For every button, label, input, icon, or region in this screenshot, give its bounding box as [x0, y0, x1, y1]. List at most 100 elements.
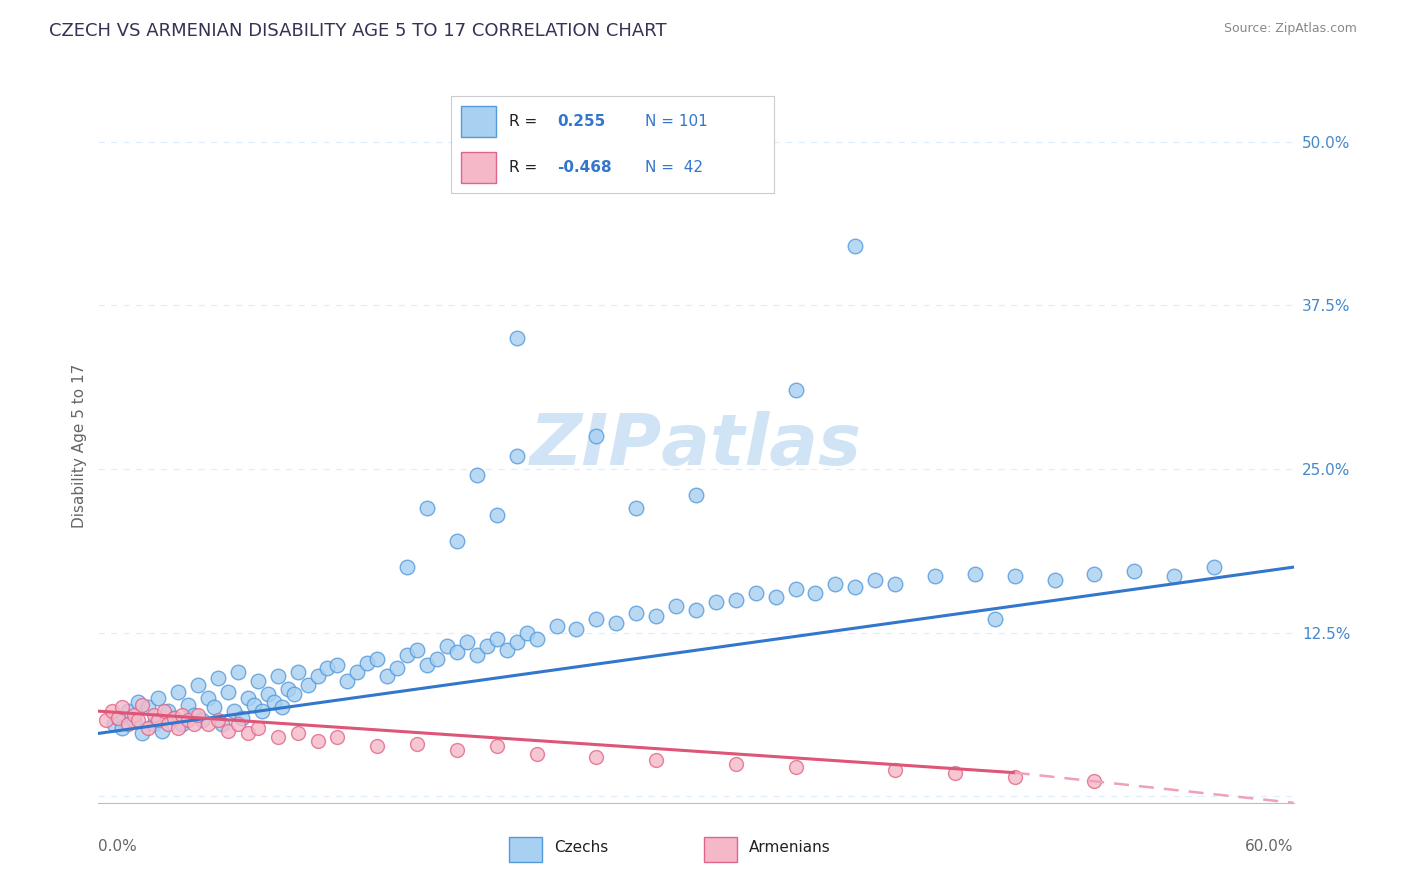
Point: [263, 695, 285, 709]
Point: [446, 533, 468, 548]
Point: [103, 717, 125, 731]
Point: [231, 711, 253, 725]
Point: [1043, 573, 1066, 587]
Point: [143, 708, 166, 723]
Point: [884, 577, 907, 591]
Point: [485, 739, 508, 754]
Point: [1123, 564, 1146, 578]
Point: [183, 708, 205, 723]
Point: [172, 717, 194, 731]
Point: [824, 577, 846, 591]
Point: [984, 612, 1007, 626]
Point: [167, 721, 190, 735]
Point: [765, 591, 787, 605]
Point: [585, 612, 607, 626]
Point: [495, 642, 517, 657]
Point: [585, 750, 607, 764]
Point: [485, 632, 508, 647]
Point: [207, 714, 229, 728]
Point: [685, 603, 707, 617]
Point: [287, 665, 309, 679]
Point: [127, 695, 149, 709]
Point: [96, 714, 118, 728]
Point: [426, 652, 449, 666]
Point: [270, 700, 292, 714]
Text: 0.0%: 0.0%: [98, 839, 138, 855]
Point: [183, 717, 205, 731]
Point: [107, 711, 129, 725]
Point: [191, 714, 214, 728]
Point: [506, 634, 529, 648]
Point: [136, 721, 159, 735]
Point: [456, 634, 478, 648]
Point: [163, 711, 186, 725]
Point: [924, 569, 946, 583]
Point: [211, 717, 233, 731]
Point: [884, 763, 907, 777]
Point: [153, 704, 176, 718]
Point: [136, 700, 159, 714]
Point: [1202, 560, 1225, 574]
Point: [111, 721, 134, 735]
Point: [246, 721, 269, 735]
Point: [406, 642, 429, 657]
Point: [865, 573, 887, 587]
Point: [172, 708, 194, 723]
Point: [665, 599, 688, 614]
Point: [565, 622, 588, 636]
Point: [222, 704, 245, 718]
Point: [197, 717, 219, 731]
Text: 60.0%: 60.0%: [1246, 839, 1294, 855]
Point: [150, 723, 173, 738]
Point: [416, 658, 439, 673]
Point: [148, 714, 170, 728]
Point: [207, 672, 229, 686]
Text: CZECH VS ARMENIAN DISABILITY AGE 5 TO 17 CORRELATION CHART: CZECH VS ARMENIAN DISABILITY AGE 5 TO 17…: [49, 22, 666, 40]
Point: [585, 429, 607, 443]
Point: [356, 656, 378, 670]
Point: [526, 632, 548, 647]
Point: [131, 698, 153, 712]
Point: [202, 700, 225, 714]
Text: Source: ZipAtlas.com: Source: ZipAtlas.com: [1223, 22, 1357, 36]
Point: [1004, 770, 1026, 784]
Point: [277, 681, 299, 696]
Point: [326, 658, 349, 673]
Point: [177, 714, 200, 728]
Point: [416, 501, 439, 516]
Point: [1163, 569, 1185, 583]
Point: [124, 714, 146, 728]
Point: [307, 669, 329, 683]
Point: [366, 652, 388, 666]
Point: [465, 648, 488, 662]
Point: [465, 468, 488, 483]
Point: [217, 684, 239, 698]
Point: [157, 704, 180, 718]
Point: [336, 673, 359, 688]
Point: [287, 726, 309, 740]
Point: [645, 753, 668, 767]
Point: [844, 580, 866, 594]
Point: [406, 737, 429, 751]
Point: [157, 717, 180, 731]
Point: [226, 665, 249, 679]
Point: [326, 731, 349, 745]
Point: [1004, 569, 1026, 583]
Point: [804, 586, 827, 600]
Point: [943, 765, 966, 780]
Point: [785, 384, 807, 398]
Point: [685, 488, 707, 502]
Point: [236, 691, 259, 706]
Point: [385, 661, 409, 675]
Point: [724, 592, 747, 607]
Point: [250, 704, 273, 718]
Point: [283, 687, 305, 701]
Point: [1083, 566, 1105, 581]
Point: [267, 669, 290, 683]
Point: [446, 743, 468, 757]
Point: [316, 661, 339, 675]
Point: [111, 700, 134, 714]
Point: [143, 717, 166, 731]
Point: [785, 582, 807, 597]
Point: [844, 239, 866, 253]
